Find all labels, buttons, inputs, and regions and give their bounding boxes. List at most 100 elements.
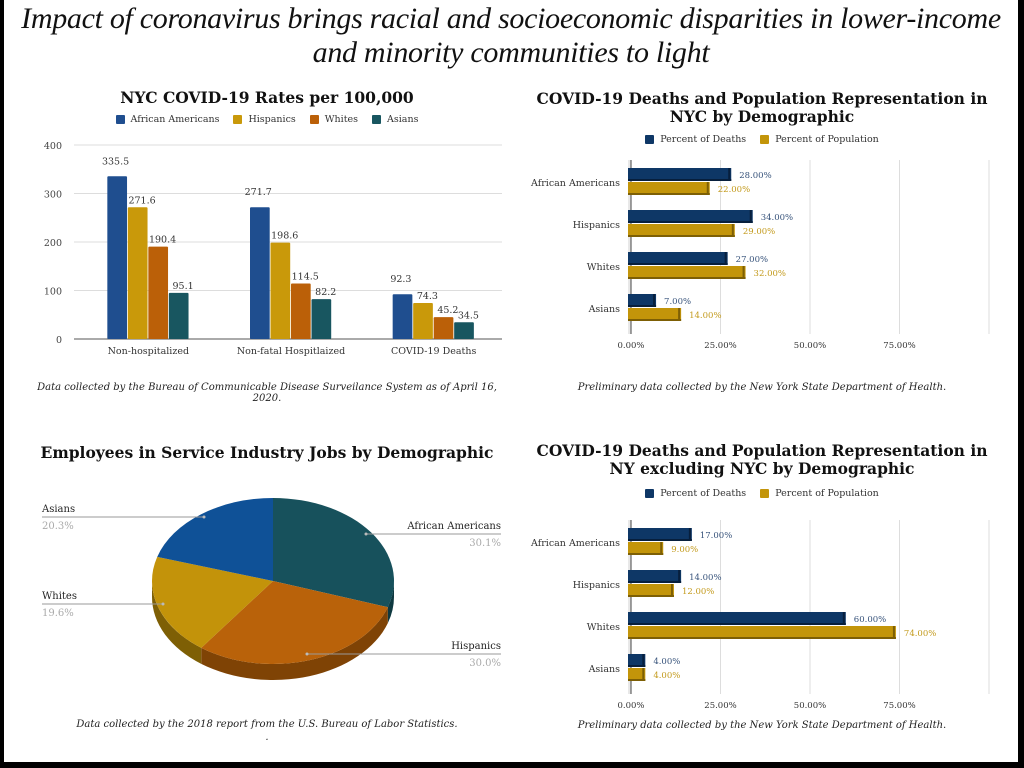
bar-shadow [628, 553, 664, 555]
bar-shadow [628, 277, 746, 279]
legend-swatch [645, 489, 655, 498]
bar-percent-of-population [628, 308, 682, 321]
bar-percent-of-deaths [628, 210, 753, 223]
x-tick-label: 25.00% [704, 341, 736, 351]
nyc-chart-legend: Percent of Deaths Percent of Population [512, 134, 1012, 145]
data-label: 271.7 [245, 187, 272, 198]
x-tick-label: 75.00% [883, 341, 915, 351]
bar-percent-of-population [628, 668, 646, 681]
data-label: 12.00% [682, 587, 714, 597]
bar-edge [742, 266, 745, 279]
bar-shadow [628, 263, 728, 265]
y-tick-label: 0 [56, 335, 62, 346]
category-label: Hispanics [573, 580, 620, 591]
rates-chart-legend: African Americans Hispanics Whites Asian… [24, 114, 510, 125]
rates-chart-plot: 0 100 200 300 400 335.5 271.6 190.4 95.1 Non-hosp… [44, 141, 502, 357]
pie-side-african-americans [387, 581, 394, 624]
legend-item-whites: Whites [309, 114, 359, 125]
bar-edge [642, 668, 645, 681]
slice-name-label: Whites [42, 591, 77, 602]
legend-item-african-americans: African Americans [115, 114, 219, 125]
slice-name-label: African Americans [406, 521, 501, 532]
category-label: Asians [588, 664, 621, 675]
bar-percent-of-deaths [628, 168, 732, 181]
ny-chart-title-line-1: COVID-19 Deaths and Population Represent… [536, 441, 988, 460]
x-tick-label: 25.00% [704, 701, 736, 711]
bar-edge [842, 612, 845, 625]
service-chart-caption: Data collected by the 2018 report from t… [76, 719, 458, 730]
x-tick-label: 0.00% [617, 701, 644, 711]
legend-swatch [760, 489, 770, 498]
data-label: 14.00% [689, 311, 721, 321]
bar-shadow [628, 539, 692, 541]
legend-label: Percent of Deaths [660, 488, 747, 499]
infographic-page: Impact of coronavirus brings racial and … [4, 0, 1018, 762]
bar-percent-of-population [628, 626, 896, 639]
legend-swatch [760, 135, 770, 144]
legend-swatch [372, 115, 382, 124]
bar-edge [642, 654, 645, 667]
callout-dot [305, 652, 309, 656]
data-label: 34.00% [761, 213, 793, 223]
callout-dot [202, 515, 206, 519]
data-label: 4.00% [653, 671, 680, 681]
bar-percent-of-population [628, 584, 674, 597]
bar-edge [724, 252, 727, 265]
ny-chart-title-line-2: NY excluding NYC by Demographic [609, 459, 915, 478]
bar-shadow [628, 679, 646, 681]
callout-dot [161, 602, 165, 606]
pie-slice-african-americans [273, 498, 394, 608]
nyc-chart-title: COVID-19 Deaths and Population Represent… [512, 90, 1012, 126]
bar-shadow [628, 179, 732, 181]
bar-percent-of-deaths [628, 252, 728, 265]
category-label: Whites [587, 262, 620, 273]
y-tick-label: 400 [44, 141, 62, 152]
bar-percent-of-population [628, 266, 746, 279]
legend-item-hispanics: Hispanics [233, 114, 296, 125]
slice-value-label: 20.3% [42, 521, 74, 532]
rates-chart-title: NYC COVID-19 Rates per 100,000 [120, 88, 414, 107]
bar-asians [168, 292, 189, 339]
bar-edge [728, 168, 731, 181]
data-label: 92.3 [390, 274, 411, 285]
bar-edge [653, 294, 656, 307]
bar-percent-of-deaths [628, 528, 692, 541]
data-label: 335.5 [102, 156, 129, 167]
ny-chart-title: COVID-19 Deaths and Population Represent… [512, 442, 1012, 478]
data-label: 32.00% [754, 269, 786, 279]
bar-shadow [628, 305, 657, 307]
bar-percent-of-deaths [628, 570, 682, 583]
y-tick-label: 200 [44, 238, 62, 249]
legend-item-deaths: Percent of Deaths [645, 488, 746, 499]
data-label: 7.00% [664, 297, 691, 307]
slice-value-label: 30.0% [469, 658, 501, 669]
ny-chart-legend: Percent of Deaths Percent of Population [512, 488, 1012, 499]
service-chart-title: Employees in Service Industry Jobs by De… [40, 443, 494, 462]
pie-slice-whites [152, 556, 273, 648]
legend-item-population: Percent of Population [760, 134, 879, 145]
bar-asians [311, 299, 332, 339]
legend-swatch [233, 115, 243, 124]
category-label: African Americans [530, 538, 620, 549]
data-label: 271.6 [128, 195, 155, 206]
data-label: 74.3 [417, 291, 438, 302]
x-tick-label: 0.00% [617, 341, 644, 351]
bar-edge [678, 308, 681, 321]
legend-swatch [309, 115, 319, 124]
slice-name-label: Asians [41, 504, 75, 515]
bar-percent-of-deaths [628, 654, 646, 667]
data-label: 28.00% [739, 171, 771, 181]
ny-chart-caption: Preliminary data collected by the New Yo… [577, 720, 947, 731]
bar-shadow [628, 235, 735, 237]
bar-percent-of-population [628, 542, 664, 555]
data-label: 82.2 [315, 287, 336, 298]
x-tick-label: 75.00% [883, 701, 915, 711]
bar-percent-of-population [628, 224, 735, 237]
category-label: Whites [587, 622, 620, 633]
data-label: 22.00% [718, 185, 750, 195]
axis-wall [628, 160, 631, 334]
legend-item-deaths: Percent of Deaths [645, 134, 746, 145]
axis-wall [628, 520, 631, 694]
legend-label: Whites [324, 114, 359, 125]
bar-whites [148, 246, 169, 339]
